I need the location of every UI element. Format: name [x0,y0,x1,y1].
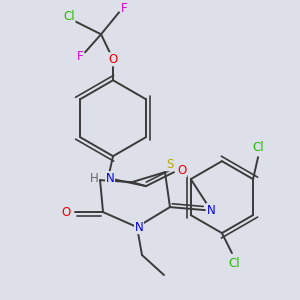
Text: N: N [135,220,143,234]
Text: N: N [106,172,114,184]
Text: F: F [121,2,127,15]
Text: H: H [90,172,98,184]
Text: S: S [166,158,174,171]
Text: Cl: Cl [228,256,240,269]
Text: Cl: Cl [252,141,264,154]
Text: F: F [77,50,83,63]
Text: N: N [207,204,215,217]
Text: O: O [108,53,118,66]
Text: O: O [177,164,187,177]
Text: Cl: Cl [63,10,75,23]
Text: O: O [61,206,71,219]
